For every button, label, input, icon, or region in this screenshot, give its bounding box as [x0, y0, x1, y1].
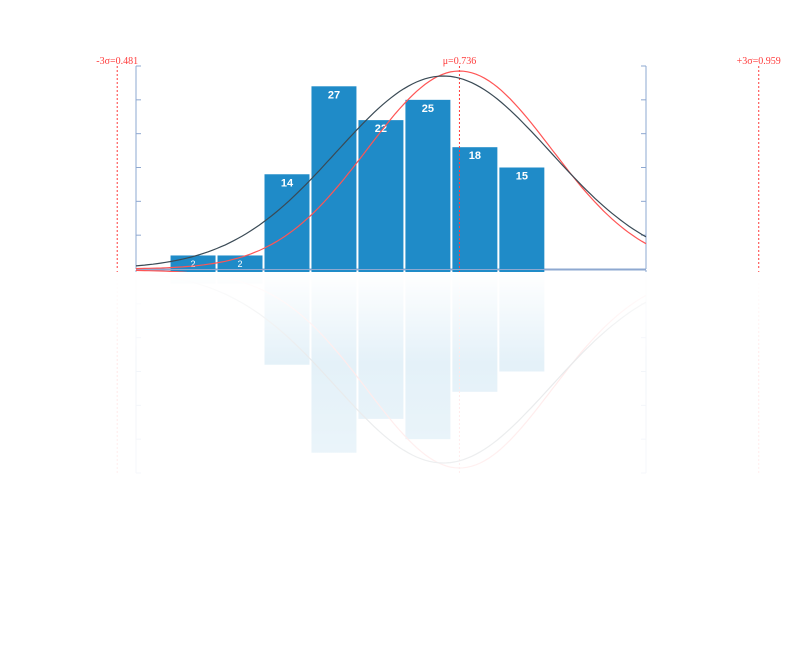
histogram-bar: [358, 120, 404, 269]
histogram-bar: [264, 174, 310, 269]
normal-curve: [135, 70, 647, 270]
bar-value-label: 2: [191, 259, 196, 269]
reference-line-label: +3σ=0.959: [737, 56, 781, 67]
histogram-bar: [499, 167, 545, 269]
bar-value-label: 2: [238, 259, 243, 269]
reference-line-label: μ=0.736: [443, 56, 477, 67]
bar-value-label: 18: [469, 150, 481, 162]
bar-value-label: 25: [422, 103, 434, 115]
bar-value-label: 15: [516, 171, 528, 183]
bar-value-label: 14: [281, 177, 294, 189]
bar-value-label: 22: [375, 123, 387, 135]
fitted-curve: [135, 75, 647, 267]
histogram-bar: [405, 99, 451, 269]
reference-line-label: -3σ=0.481: [96, 56, 138, 67]
bar-value-label: 27: [328, 89, 340, 101]
histogram-bar: [311, 86, 357, 269]
reflection-fade: [0, 272, 800, 532]
histogram-bar: [217, 255, 263, 269]
